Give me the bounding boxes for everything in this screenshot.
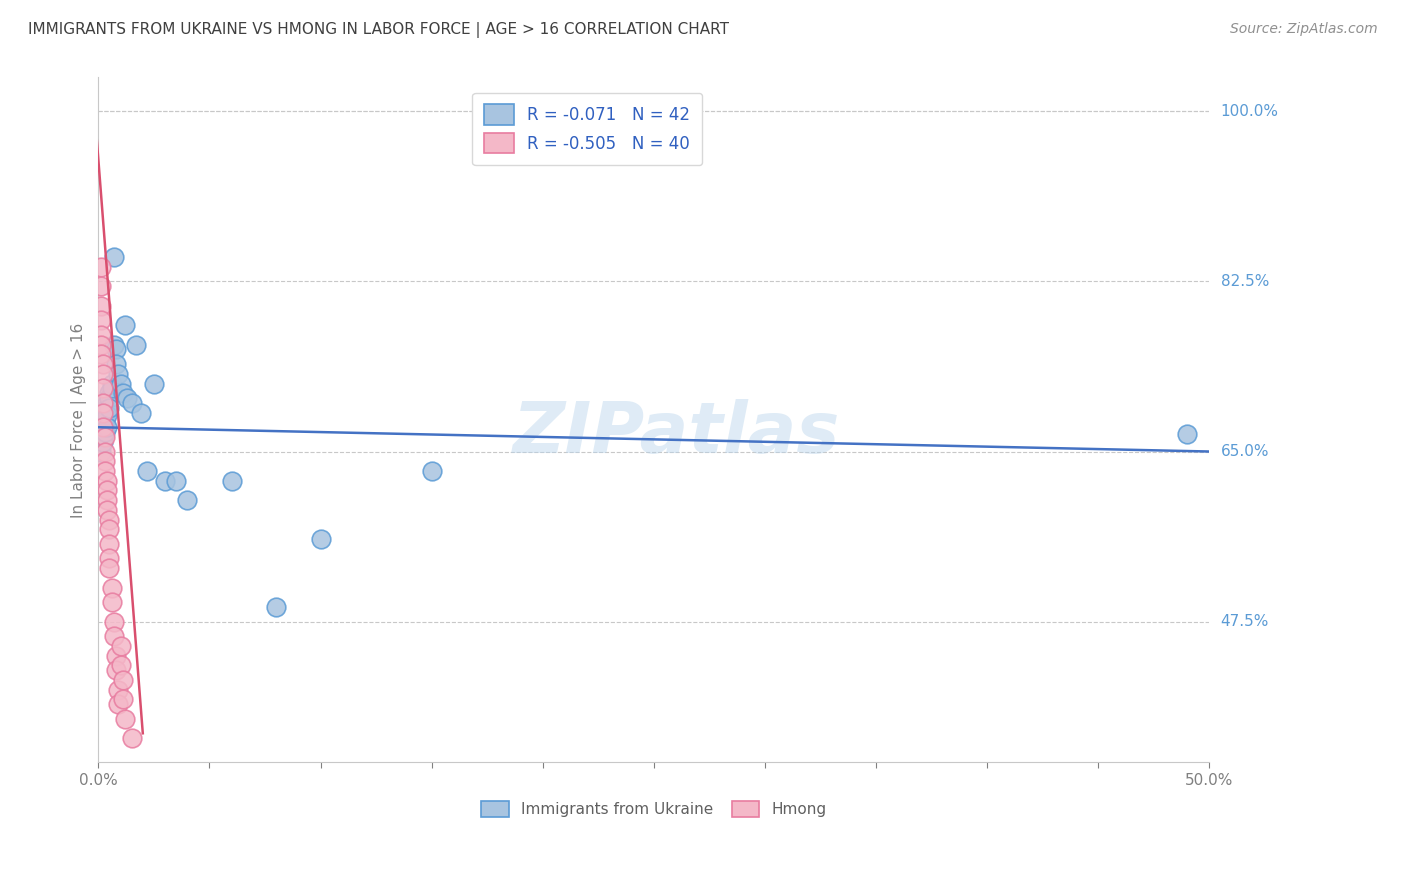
Point [91,367,114,381]
Point [105,343,128,357]
Point [176,493,198,508]
Point [94,454,117,468]
Point [111,673,134,687]
Point [103,629,125,643]
Point [107,697,129,711]
Point [309,532,332,546]
Point [221,474,243,488]
Point [96,493,118,508]
Point [110,376,132,391]
Point [165,474,187,488]
Point [90,327,112,342]
Point [100,595,122,609]
Point [98,386,121,401]
Text: Source: ZipAtlas.com: Source: ZipAtlas.com [1230,22,1378,37]
Text: 47.5%: 47.5% [1220,614,1268,629]
Y-axis label: In Labor Force | Age > 16: In Labor Force | Age > 16 [72,322,87,517]
Point [105,648,128,663]
Point [91,357,114,371]
Point [111,386,134,401]
Point [125,337,148,351]
Point [96,408,118,422]
Point [98,522,121,536]
Point [96,474,118,488]
Point [98,551,121,566]
Point [91,430,114,444]
Point [98,537,121,551]
Point [98,561,121,575]
Point [96,401,118,415]
Text: IMMIGRANTS FROM UKRAINE VS HMONG IN LABOR FORCE | AGE > 16 CORRELATION CHART: IMMIGRANTS FROM UKRAINE VS HMONG IN LABO… [28,22,730,38]
Legend: Immigrants from Ukraine, Hmong: Immigrants from Ukraine, Hmong [475,795,832,823]
Point [94,444,117,458]
Point [111,692,134,706]
Point [91,406,114,420]
Point [103,250,125,264]
Point [114,318,136,333]
Point [110,639,132,653]
Point [90,434,112,449]
Point [264,599,287,614]
Text: ZIPatlas: ZIPatlas [512,399,839,468]
Point [129,406,152,420]
Point [98,512,121,526]
Point [90,440,112,454]
Point [96,420,118,434]
Point [420,464,443,478]
Point [121,396,143,410]
Point [107,367,129,381]
Point [1175,427,1198,442]
Point [90,337,112,351]
Point [90,279,112,293]
Text: 65.0%: 65.0% [1220,444,1270,459]
Point [121,731,143,746]
Point [114,712,136,726]
Point [96,483,118,498]
Point [91,434,114,449]
Point [96,396,118,410]
Point [96,503,118,517]
Point [90,299,112,313]
Point [103,615,125,629]
Point [91,396,114,410]
Point [110,658,132,673]
Point [91,420,114,434]
Text: 82.5%: 82.5% [1220,274,1268,289]
Point [105,663,128,677]
Point [94,410,117,425]
Text: 100.0%: 100.0% [1220,104,1278,119]
Point [142,376,165,391]
Point [100,376,122,391]
Point [94,430,117,444]
Point [94,416,117,430]
Point [94,425,117,439]
Point [91,381,114,395]
Point [103,337,125,351]
Point [100,381,122,395]
Point [91,416,114,430]
Point [98,401,121,415]
Point [94,464,117,478]
Point [136,464,159,478]
Point [94,406,117,420]
Point [107,682,129,697]
Point [115,391,138,405]
Point [91,425,114,439]
Point [90,260,112,274]
Point [90,347,112,361]
Point [98,391,121,405]
Point [105,357,128,371]
Point [153,474,176,488]
Point [90,444,112,458]
Point [90,313,112,327]
Point [100,581,122,595]
